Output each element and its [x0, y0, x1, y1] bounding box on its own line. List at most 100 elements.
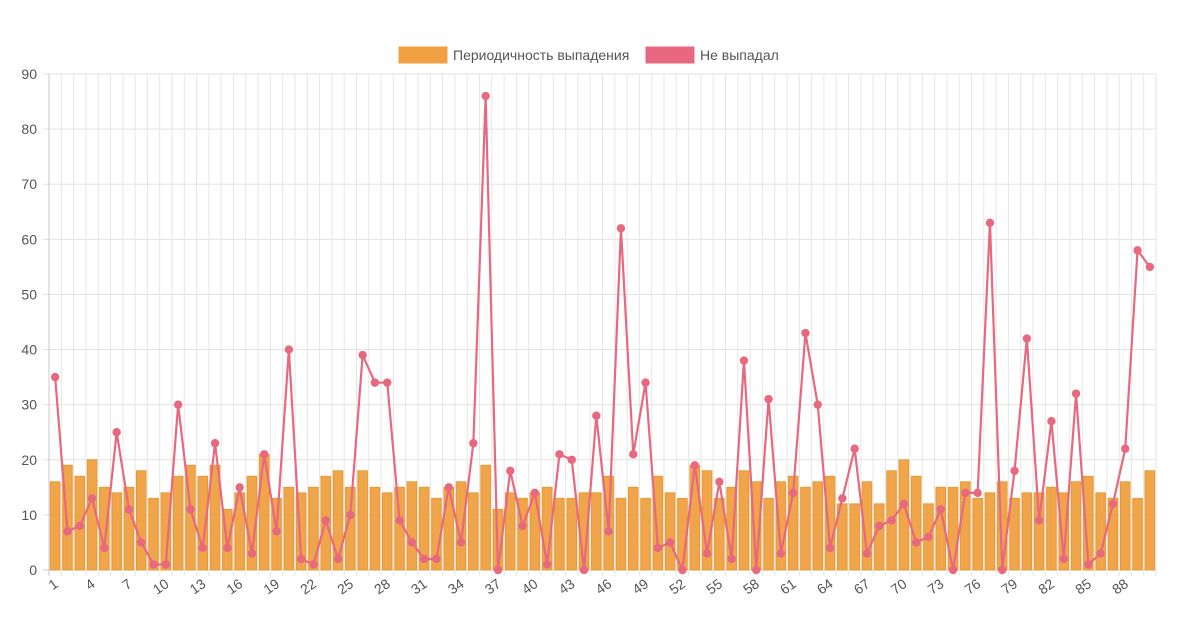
- line-point[interactable]: [678, 565, 687, 575]
- line-point[interactable]: [419, 554, 429, 564]
- bar[interactable]: [99, 486, 110, 571]
- line-point[interactable]: [407, 538, 417, 547]
- line-point[interactable]: [542, 560, 552, 569]
- line-point[interactable]: [100, 543, 109, 553]
- line-point[interactable]: [272, 527, 281, 536]
- line-point[interactable]: [715, 477, 724, 487]
- bar[interactable]: [812, 481, 824, 571]
- bar[interactable]: [406, 481, 418, 571]
- line-point[interactable]: [506, 466, 515, 475]
- line-point[interactable]: [173, 400, 183, 409]
- bar[interactable]: [49, 481, 61, 571]
- line-point[interactable]: [641, 378, 650, 387]
- line-point[interactable]: [112, 428, 121, 437]
- line-point[interactable]: [432, 554, 441, 564]
- bar[interactable]: [615, 497, 627, 571]
- line-point[interactable]: [1108, 499, 1118, 509]
- bar[interactable]: [566, 497, 578, 571]
- line-point[interactable]: [63, 527, 72, 536]
- bar[interactable]: [283, 486, 295, 571]
- bar[interactable]: [332, 470, 344, 571]
- line-point[interactable]: [911, 538, 921, 547]
- line-point[interactable]: [235, 483, 244, 492]
- line-point[interactable]: [579, 565, 589, 575]
- bar[interactable]: [1119, 481, 1131, 571]
- bar[interactable]: [837, 503, 848, 571]
- line-point[interactable]: [567, 455, 576, 464]
- line-point[interactable]: [862, 549, 872, 558]
- bar[interactable]: [1070, 481, 1082, 571]
- line-point[interactable]: [284, 345, 294, 354]
- line-point[interactable]: [629, 450, 638, 459]
- line-point[interactable]: [998, 565, 1007, 575]
- bar[interactable]: [480, 464, 491, 571]
- bar[interactable]: [1046, 486, 1057, 571]
- line-point[interactable]: [752, 565, 761, 575]
- bar[interactable]: [197, 475, 209, 571]
- line-point[interactable]: [1034, 516, 1044, 525]
- line-point[interactable]: [764, 394, 773, 404]
- bar[interactable]: [308, 486, 319, 571]
- line-point[interactable]: [395, 516, 404, 525]
- bar[interactable]: [554, 497, 565, 571]
- line-point[interactable]: [948, 565, 958, 575]
- bar[interactable]: [357, 470, 368, 571]
- bar[interactable]: [640, 497, 651, 571]
- bar[interactable]: [714, 497, 725, 571]
- line-point[interactable]: [530, 488, 540, 498]
- line-point[interactable]: [87, 494, 97, 503]
- line-point[interactable]: [788, 488, 798, 498]
- line-point[interactable]: [1010, 466, 1019, 475]
- bar[interactable]: [1095, 492, 1106, 571]
- bar[interactable]: [738, 470, 750, 571]
- line-point[interactable]: [493, 565, 503, 575]
- bar[interactable]: [800, 486, 811, 571]
- bar[interactable]: [689, 464, 701, 571]
- line-point[interactable]: [973, 488, 982, 498]
- line-point[interactable]: [456, 538, 466, 547]
- bar[interactable]: [148, 497, 159, 571]
- line-point[interactable]: [604, 527, 613, 536]
- line-point[interactable]: [137, 538, 146, 547]
- line-point[interactable]: [727, 554, 736, 564]
- bar[interactable]: [898, 459, 910, 571]
- bar[interactable]: [664, 492, 676, 571]
- bar[interactable]: [787, 475, 799, 571]
- line-point[interactable]: [776, 549, 786, 558]
- line-point[interactable]: [518, 521, 527, 531]
- line-point[interactable]: [1022, 334, 1032, 343]
- line-point[interactable]: [370, 378, 380, 387]
- bar[interactable]: [849, 503, 860, 571]
- bar[interactable]: [160, 492, 172, 571]
- bar[interactable]: [418, 486, 430, 571]
- line-point[interactable]: [186, 505, 195, 514]
- line-point[interactable]: [875, 521, 884, 531]
- line-point[interactable]: [333, 554, 343, 564]
- bar[interactable]: [627, 486, 639, 571]
- line-point[interactable]: [653, 543, 663, 553]
- line-point[interactable]: [690, 461, 699, 470]
- line-point[interactable]: [161, 560, 171, 569]
- line-point[interactable]: [899, 499, 909, 509]
- bar[interactable]: [763, 497, 774, 571]
- line-point[interactable]: [321, 516, 330, 525]
- line-point[interactable]: [149, 560, 158, 569]
- bar[interactable]: [652, 475, 664, 571]
- line-point[interactable]: [838, 494, 847, 503]
- line-point[interactable]: [481, 91, 490, 101]
- bar[interactable]: [1009, 497, 1020, 571]
- bar[interactable]: [295, 492, 307, 571]
- bar[interactable]: [111, 492, 122, 571]
- bar[interactable]: [209, 464, 221, 571]
- line-point[interactable]: [813, 400, 822, 409]
- line-point[interactable]: [592, 411, 601, 420]
- line-point[interactable]: [260, 450, 269, 459]
- line-point[interactable]: [924, 532, 933, 542]
- line-point[interactable]: [346, 510, 355, 520]
- bar[interactable]: [381, 492, 393, 571]
- line-point[interactable]: [198, 543, 207, 553]
- bar[interactable]: [1058, 492, 1070, 571]
- bar[interactable]: [468, 492, 479, 571]
- bar[interactable]: [1132, 497, 1143, 571]
- line-point[interactable]: [223, 543, 232, 553]
